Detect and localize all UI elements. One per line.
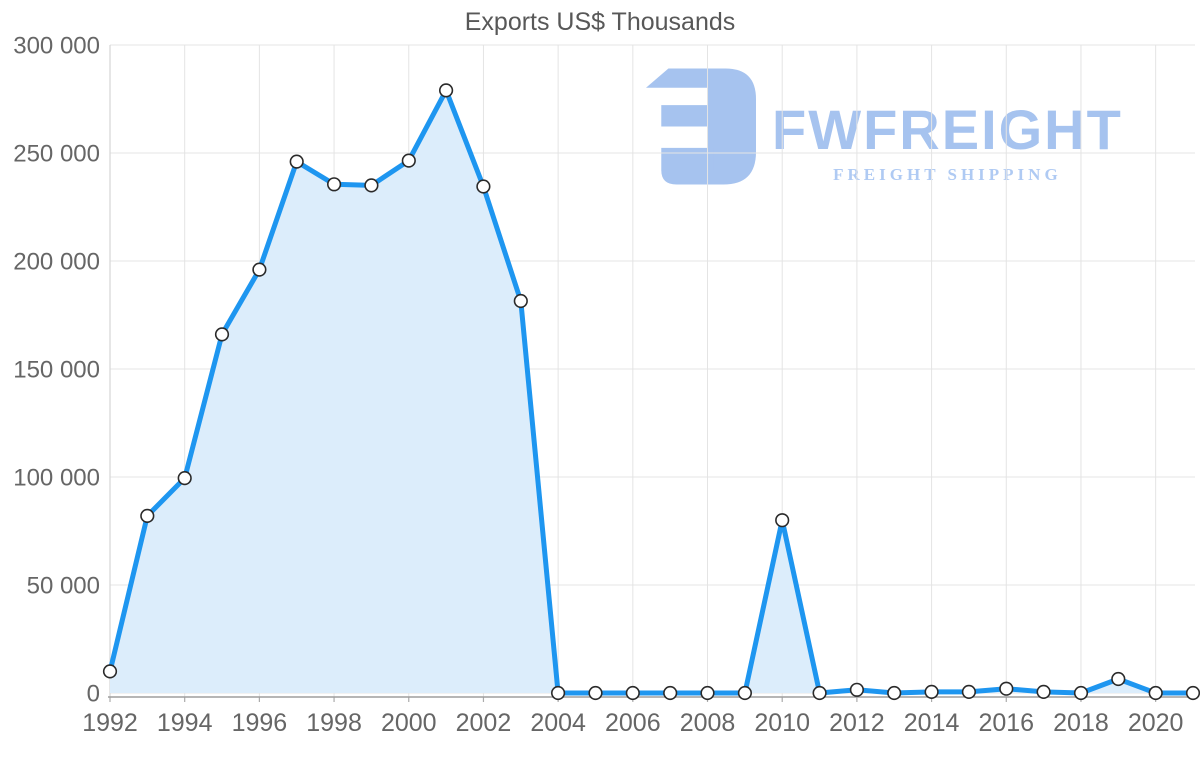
x-axis-tick-label: 1994 bbox=[157, 709, 213, 737]
data-point-2003[interactable] bbox=[513, 293, 528, 309]
data-point-2001[interactable] bbox=[439, 83, 454, 98]
data-point-2007[interactable] bbox=[663, 685, 678, 701]
x-axis-tick-label: 2016 bbox=[978, 709, 1034, 737]
brand-watermark: FWFREIGHT FREIGHT SHIPPING bbox=[646, 68, 1123, 185]
y-axis-tick-label: 200 000 bbox=[13, 249, 100, 276]
data-point-2019[interactable] bbox=[1111, 671, 1126, 687]
data-point-1999[interactable] bbox=[364, 178, 379, 193]
brand-tagline: FREIGHT SHIPPING bbox=[833, 165, 1062, 184]
x-axis-tick-label: 2006 bbox=[605, 709, 661, 737]
y-axis-tick-label: 250 000 bbox=[13, 141, 100, 168]
data-point-2009[interactable] bbox=[737, 685, 753, 701]
data-point-2013[interactable] bbox=[887, 685, 902, 701]
data-point-1992[interactable] bbox=[102, 664, 118, 679]
x-axis-tick-label: 1998 bbox=[306, 709, 362, 737]
x-axis-tick-label: 1992 bbox=[82, 709, 138, 737]
x-axis-tick-label: 2010 bbox=[754, 709, 810, 737]
data-point-2002[interactable] bbox=[476, 179, 491, 194]
chart-title: Exports US$ Thousands bbox=[464, 8, 736, 36]
y-axis-tick-label: 50 000 bbox=[27, 573, 100, 600]
data-point-1993[interactable] bbox=[140, 508, 155, 524]
data-point-2018[interactable] bbox=[1073, 685, 1089, 701]
brand-name: FWFREIGHT bbox=[772, 98, 1123, 161]
data-point-1994[interactable] bbox=[177, 471, 192, 486]
series-area-fill bbox=[110, 90, 1193, 693]
data-point-1996[interactable] bbox=[252, 262, 267, 277]
data-point-1997[interactable] bbox=[289, 154, 304, 169]
data-point-2008[interactable] bbox=[700, 685, 715, 701]
x-axis-tick-label: 2002 bbox=[456, 709, 512, 737]
y-axis-tick-label: 100 000 bbox=[13, 465, 100, 492]
data-point-2014[interactable] bbox=[924, 684, 939, 700]
x-axis-tick-label: 2018 bbox=[1053, 709, 1109, 737]
data-point-2015[interactable] bbox=[961, 684, 977, 700]
y-axis-tick-label: 150 000 bbox=[13, 357, 100, 384]
x-axis-tick-label: 2014 bbox=[904, 709, 960, 737]
x-axis-tick-label: 2020 bbox=[1128, 709, 1184, 737]
data-point-2006[interactable] bbox=[625, 685, 640, 701]
data-point-1995[interactable] bbox=[214, 327, 230, 342]
x-axis-tick-label: 2012 bbox=[829, 709, 885, 737]
data-point-2020[interactable] bbox=[1148, 685, 1163, 701]
brand-text-block: FWFREIGHT FREIGHT SHIPPING bbox=[772, 102, 1123, 185]
data-point-1998[interactable] bbox=[327, 177, 342, 192]
data-point-2016[interactable] bbox=[999, 681, 1014, 696]
y-axis-tick-label: 0 bbox=[87, 681, 100, 708]
data-point-2017[interactable] bbox=[1036, 684, 1051, 700]
fwfreight-logo-icon bbox=[646, 68, 756, 185]
data-point-2012[interactable] bbox=[849, 682, 865, 697]
data-point-2021[interactable] bbox=[1185, 685, 1200, 701]
data-point-2005[interactable] bbox=[588, 685, 603, 701]
data-point-2000[interactable] bbox=[401, 153, 416, 168]
x-axis-tick-label: 2000 bbox=[381, 709, 437, 737]
x-axis-tick-label: 2004 bbox=[530, 709, 586, 737]
data-point-2004[interactable] bbox=[550, 685, 566, 701]
x-axis-tick-label: 2008 bbox=[680, 709, 736, 737]
data-point-2010[interactable] bbox=[775, 513, 790, 528]
data-point-2011[interactable] bbox=[812, 685, 827, 701]
x-axis-tick-label: 1996 bbox=[232, 709, 288, 737]
y-axis-tick-label: 300 000 bbox=[13, 33, 100, 60]
